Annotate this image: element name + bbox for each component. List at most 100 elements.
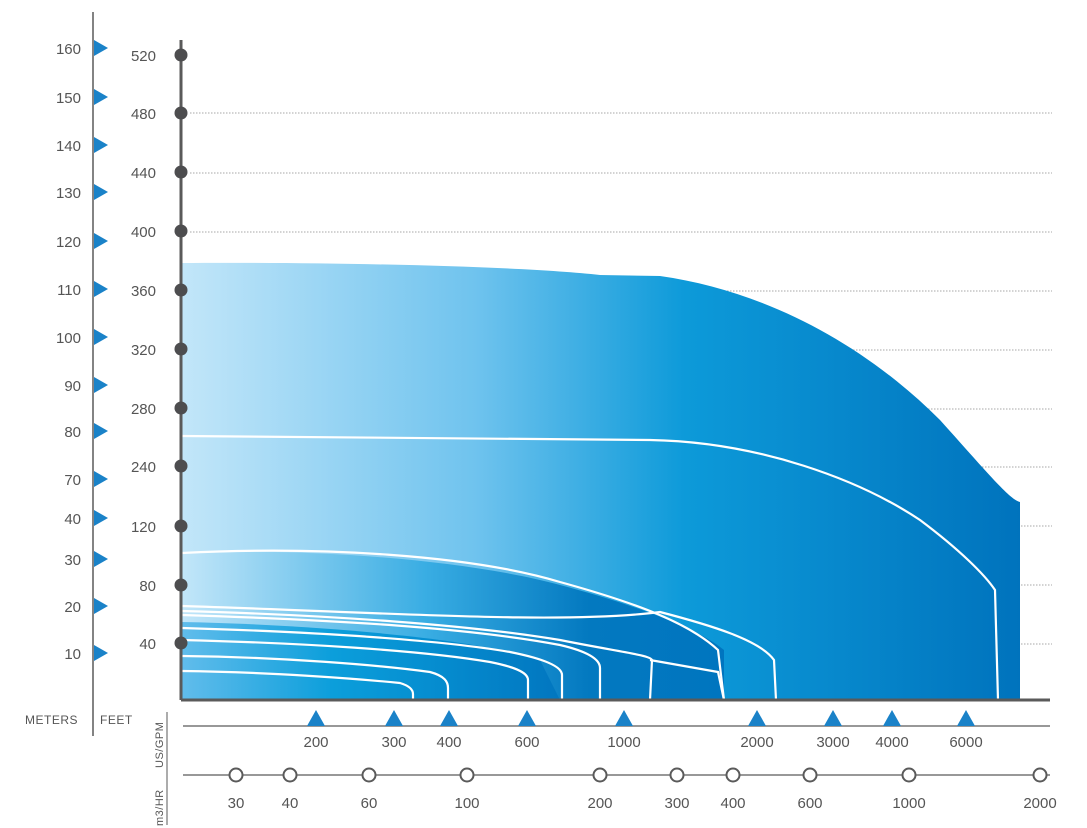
- feet-tick-dot: [174, 106, 188, 120]
- low-range-area: [182, 622, 560, 700]
- meters-tick-marker: [94, 377, 108, 393]
- m3hr-tick-label: 40: [282, 795, 299, 812]
- performance-curves: [181, 434, 1000, 701]
- meters-tick-label: 120: [56, 234, 81, 251]
- feet-tick-label: 120: [131, 519, 156, 536]
- curve-top-right-join: [649, 658, 726, 701]
- feet-tick-dot: [174, 519, 188, 533]
- feet-ticks: 520 480 440 400 360 320 280 240 120 80 40: [131, 48, 188, 653]
- meters-tick-label: 160: [56, 41, 81, 58]
- feet-tick-label: 480: [131, 106, 156, 123]
- meters-tick-marker: [94, 551, 108, 567]
- m3hr-tick-marker: [459, 767, 475, 783]
- feet-tick-dot: [174, 401, 188, 415]
- meters-tick-marker: [94, 598, 108, 614]
- gpm-tick-marker: [440, 710, 458, 726]
- gpm-tick-label: 6000: [949, 734, 982, 751]
- feet-tick-dot: [174, 459, 188, 473]
- feet-tick-label: 360: [131, 283, 156, 300]
- m3hr-tick-marker: [901, 767, 917, 783]
- m3hr-tick-label: 100: [454, 795, 479, 812]
- gpm-tick-label: 3000: [816, 734, 849, 751]
- meters-tick-label: 140: [56, 138, 81, 155]
- gpm-tick-marker: [385, 710, 403, 726]
- curve-5: [181, 613, 602, 700]
- m3hr-tick-marker: [1032, 767, 1048, 783]
- curve-9: [181, 669, 415, 700]
- m3hr-tick-marker: [669, 767, 685, 783]
- meters-tick-marker: [94, 510, 108, 526]
- gpm-tick-label: 2000: [740, 734, 773, 751]
- gpm-tick-marker: [518, 710, 536, 726]
- feet-tick-dot: [174, 578, 188, 592]
- meters-tick-marker: [94, 423, 108, 439]
- meters-tick-label: 150: [56, 90, 81, 107]
- meters-tick-label: 110: [57, 282, 81, 299]
- m3hr-ticks: 30 40 60 100 200 300 400 600 1000 2000: [228, 767, 1057, 812]
- gpm-tick-marker: [748, 710, 766, 726]
- feet-tick-label: 320: [131, 342, 156, 359]
- curve-2: [181, 549, 726, 701]
- gpm-tick-label: 400: [436, 734, 461, 751]
- meters-tick-label: 130: [56, 185, 81, 202]
- m3hr-tick-marker: [802, 767, 818, 783]
- us-gpm-axis-label: US/GPM: [154, 722, 166, 768]
- feet-tick-dot: [174, 224, 188, 238]
- curve-1: [181, 434, 1000, 701]
- meters-tick-label: 30: [64, 552, 81, 569]
- gpm-tick-label: 300: [381, 734, 406, 751]
- meters-tick-label: 100: [56, 330, 81, 347]
- feet-tick-label: 240: [131, 459, 156, 476]
- meters-tick-marker: [94, 89, 108, 105]
- feet-tick-label: 280: [131, 401, 156, 418]
- m3hr-axis-label: m3/HR: [154, 789, 166, 826]
- gpm-tick-label: 1000: [607, 734, 640, 751]
- m3hr-tick-label: 600: [797, 795, 822, 812]
- curve-3: [181, 604, 778, 701]
- gpm-tick-label: 600: [514, 734, 539, 751]
- m3hr-tick-marker: [282, 767, 298, 783]
- meters-tick-label: 20: [64, 599, 81, 616]
- curve-6: [181, 626, 564, 700]
- meters-tick-marker: [94, 281, 108, 297]
- meters-tick-marker: [94, 471, 108, 487]
- meters-tick-label: 90: [64, 378, 81, 395]
- feet-tick-label: 520: [131, 48, 156, 65]
- meters-tick-marker: [94, 233, 108, 249]
- feet-tick-dot: [174, 283, 188, 297]
- m3hr-tick-label: 300: [664, 795, 689, 812]
- gpm-tick-label: 4000: [875, 734, 908, 751]
- curve-4: [181, 609, 654, 701]
- meters-tick-label: 80: [64, 424, 81, 441]
- m3hr-tick-marker: [592, 767, 608, 783]
- feet-tick-dot: [174, 48, 188, 62]
- meters-tick-label: 10: [64, 646, 81, 663]
- m3hr-tick-label: 400: [720, 795, 745, 812]
- feet-axis-label: FEET: [100, 713, 133, 727]
- curve-7: [181, 638, 530, 700]
- m3hr-tick-marker: [361, 767, 377, 783]
- feet-tick-label: 40: [139, 636, 156, 653]
- curve-8: [181, 654, 450, 700]
- m3hr-tick-marker: [228, 767, 244, 783]
- gpm-tick-marker: [883, 710, 901, 726]
- feet-tick-label: 440: [131, 165, 156, 182]
- gpm-tick-marker: [957, 710, 975, 726]
- gpm-tick-label: 200: [303, 734, 328, 751]
- gpm-tick-marker: [615, 710, 633, 726]
- m3hr-tick-label: 2000: [1023, 795, 1056, 812]
- gpm-ticks: 200 300 400 600 1000 2000 3000 4000 6000: [303, 710, 983, 751]
- meters-tick-marker: [94, 184, 108, 200]
- meters-tick-label: 40: [64, 511, 81, 528]
- meters-axis-label: METERS: [25, 713, 78, 727]
- gpm-tick-marker: [307, 710, 325, 726]
- meters-tick-marker: [94, 645, 108, 661]
- feet-tick-dot: [174, 636, 188, 650]
- m3hr-tick-marker: [725, 767, 741, 783]
- feet-tick-label: 400: [131, 224, 156, 241]
- gpm-tick-marker: [824, 710, 842, 726]
- meters-tick-marker: [94, 137, 108, 153]
- meters-tick-marker: [94, 329, 108, 345]
- feet-tick-label: 80: [139, 578, 156, 595]
